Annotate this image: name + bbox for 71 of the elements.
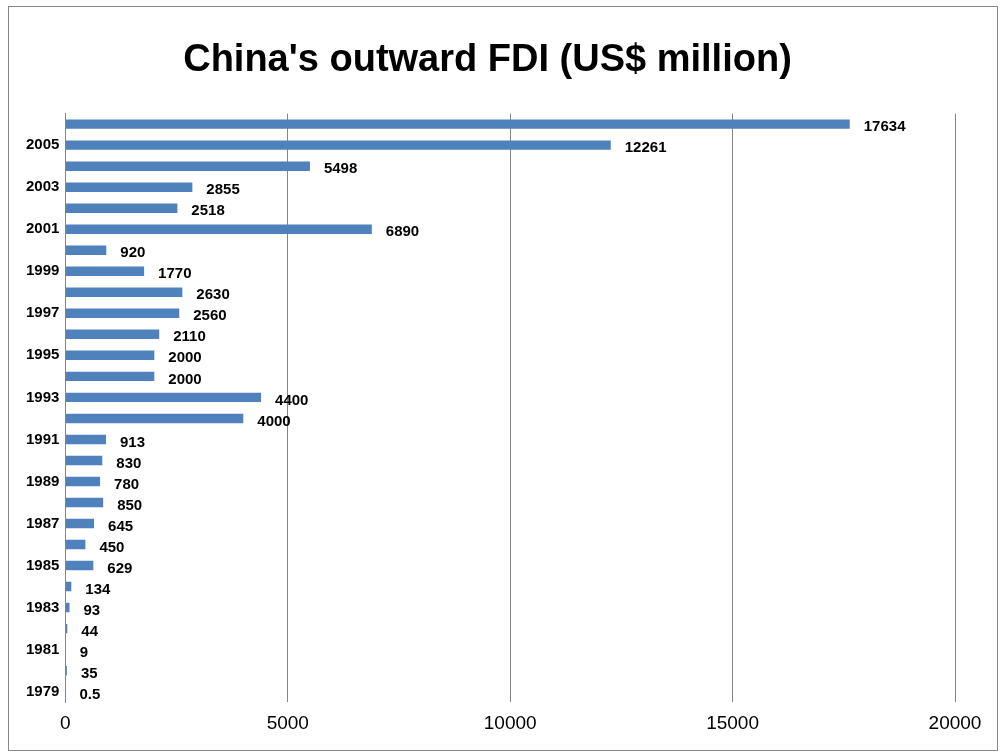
data-label: 2630 [196,285,230,303]
data-label: 629 [107,558,133,576]
data-label: 2000 [168,348,202,366]
y-tick-label: 1983 [25,597,60,615]
chart-title: China's outward FDI (US$ million) [183,37,792,80]
data-label: 4000 [257,411,291,429]
bar [65,266,145,276]
bar [65,287,183,298]
bar [65,203,178,213]
bar [65,140,611,150]
y-tick-label: 1981 [25,639,60,657]
x-tick-label: 15000 [706,711,760,733]
bar [65,119,850,129]
bar [65,329,160,340]
data-label: 1770 [158,264,192,282]
bar [65,182,193,192]
data-label: 9 [79,642,89,660]
y-tick-label: 1991 [25,429,60,447]
bar [65,539,86,550]
data-label: 830 [116,453,142,471]
data-label: 134 [85,579,112,597]
data-label: 913 [119,432,146,450]
bar [65,245,107,255]
data-label: 780 [114,474,140,492]
bar [65,371,155,382]
bar [65,350,155,361]
bar [65,560,94,571]
bar [65,455,103,466]
y-tick-label: 1987 [25,513,60,531]
bar [65,518,95,529]
x-tick-label: 0 [60,711,71,733]
bar [65,161,310,171]
data-label: 35 [80,663,98,681]
x-tick-label: 5000 [266,711,309,733]
bar [65,602,70,613]
data-label: 4400 [275,390,309,408]
data-label: 2855 [206,180,240,198]
y-tick-label: 2005 [25,135,60,153]
bar [65,224,372,234]
data-label: 12261 [624,138,667,156]
data-label: 2110 [173,327,206,345]
y-tick-label: 1999 [25,261,60,279]
bar [65,392,262,403]
data-label: 2518 [191,201,225,219]
y-tick-label: 2001 [25,219,60,237]
data-label: 44 [81,621,99,639]
data-label: 920 [120,243,146,261]
data-label: 2000 [168,369,202,387]
y-tick-label: 1989 [25,471,60,489]
data-label: 6890 [385,222,420,240]
data-label: 850 [117,495,143,513]
y-tick-label: 2003 [25,177,60,195]
data-label: 2560 [193,306,227,324]
bar [65,476,101,487]
y-tick-label: 1995 [25,345,60,363]
bar [65,413,244,424]
y-tick-label: 1993 [25,387,60,405]
y-tick-label: 1979 [25,681,60,699]
data-label: 17634 [863,117,907,135]
data-label: 5498 [323,159,358,177]
bar [65,434,106,445]
bar [65,308,180,319]
x-tick-label: 10000 [483,711,537,733]
data-label: 93 [83,600,101,618]
x-tick-label: 20000 [928,711,982,733]
data-label: 450 [99,537,125,555]
y-tick-label: 1985 [25,555,60,573]
data-label: 645 [108,516,134,534]
bar [65,497,104,508]
data-label: 0.5 [79,684,101,702]
y-tick-label: 1997 [25,303,60,321]
